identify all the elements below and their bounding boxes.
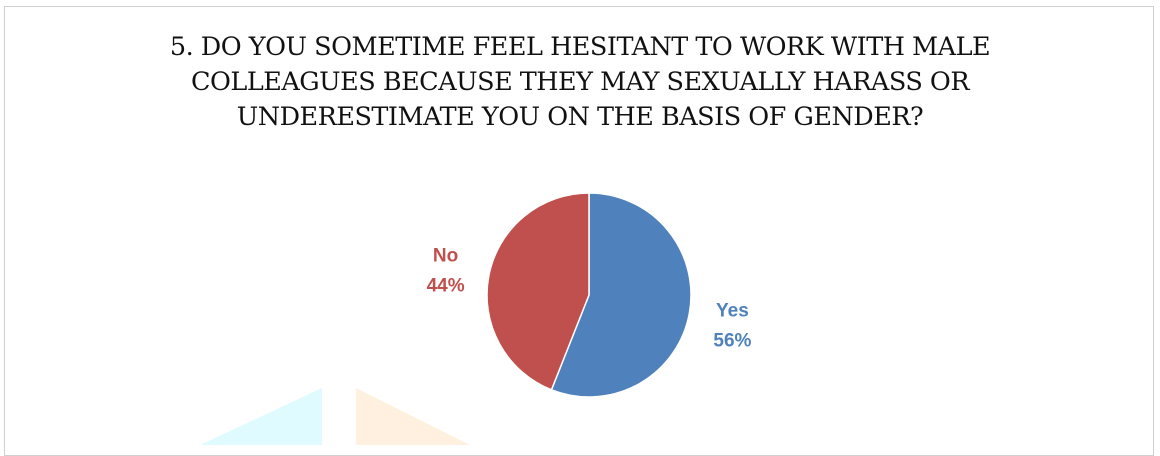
pie-label-yes: Yes 56% <box>713 300 751 351</box>
pie-slice-no <box>486 192 590 391</box>
pie-slice-yes <box>550 192 692 398</box>
pie-label-percent: 44% <box>427 276 465 297</box>
pie-label-category: No <box>433 246 458 267</box>
pie-label-category: Yes <box>716 300 749 321</box>
pie-label-percent: 56% <box>713 330 751 351</box>
chart-title-line-1: 5. DO YOU SOMETIME FEEL HESITANT TO WORK… <box>169 32 991 62</box>
watermark-cyan-shape <box>200 388 322 445</box>
watermark-shapes <box>200 388 470 445</box>
pie-chart: Yes 56% No 44% <box>427 192 752 398</box>
chart-title-line-3: UNDERESTIMATE YOU ON THE BASIS OF GENDER… <box>236 102 924 132</box>
chart-title-line-2: COLLEAGUES BECAUSE THEY MAY SEXUALLY HAR… <box>190 67 970 97</box>
watermark-peach-shape <box>356 388 470 445</box>
chart-title: 5. DO YOU SOMETIME FEEL HESITANT TO WORK… <box>0 30 1160 135</box>
pie-label-no: No 44% <box>427 246 465 297</box>
